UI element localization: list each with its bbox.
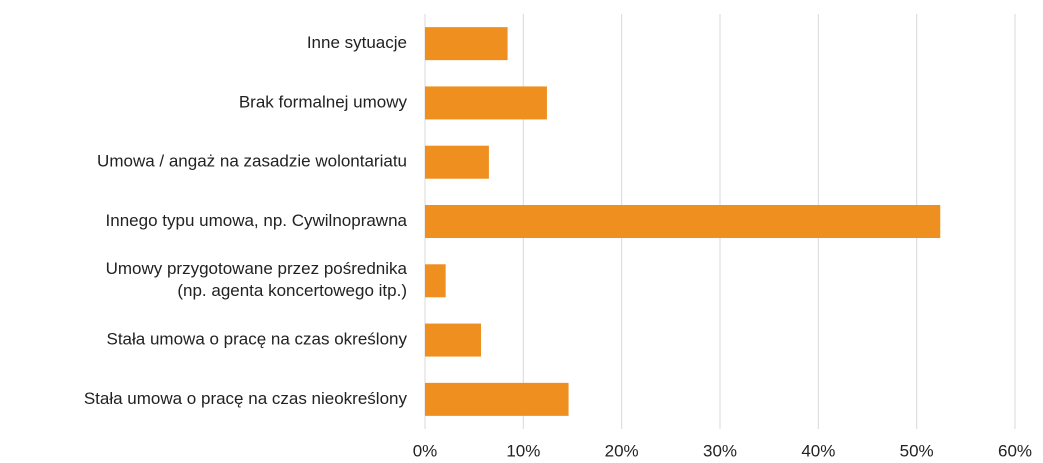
y-tick-label: Brak formalnej umowy (239, 92, 408, 111)
y-tick-label: Innego typu umowa, np. Cywilnoprawna (106, 211, 408, 230)
bar (425, 145, 489, 179)
bar (425, 323, 482, 357)
bar (425, 27, 508, 61)
x-tick-label: 30% (703, 441, 737, 460)
y-tick-label: Stała umowa o pracę na czas nieokreślony (84, 389, 408, 408)
y-tick-label: Umowy przygotowane przez pośrednika (np. … (106, 259, 408, 300)
x-tick-label: 50% (900, 441, 934, 460)
x-tick-label: 40% (801, 441, 835, 460)
x-tick-label: 60% (998, 441, 1032, 460)
bar (425, 205, 941, 238)
bar (425, 264, 446, 298)
bar (425, 382, 569, 416)
x-tick-label: 0% (413, 441, 438, 460)
y-tick-label: Inne sytuacje (307, 33, 407, 52)
x-tick-label: 10% (506, 441, 540, 460)
x-tick-label: 20% (605, 441, 639, 460)
y-tick-label: Umowa / angaż na zasadzie wolontariatu (97, 152, 407, 171)
bar (425, 86, 547, 120)
y-tick-label: Stała umowa o pracę na czas określony (107, 330, 408, 349)
